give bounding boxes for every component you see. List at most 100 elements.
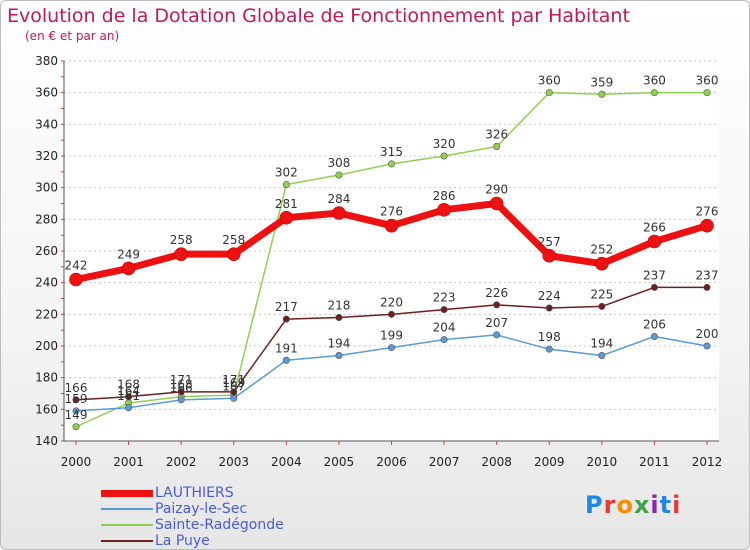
- data-point: [282, 181, 290, 189]
- data-point: [545, 304, 553, 312]
- legend-item: La Puye: [101, 533, 284, 549]
- legend-swatch: [101, 540, 153, 542]
- data-point: [72, 407, 80, 415]
- data-label: 315: [380, 145, 403, 159]
- data-point: [332, 206, 346, 220]
- data-point: [440, 336, 448, 344]
- data-label: 237: [696, 268, 719, 282]
- y-tick-label: 380: [35, 54, 58, 68]
- data-point: [703, 89, 711, 97]
- data-label: 360: [538, 74, 561, 88]
- data-label: 166: [170, 381, 193, 395]
- x-tick-label: 2007: [429, 455, 460, 469]
- data-label: 359: [590, 75, 613, 89]
- data-label: 242: [65, 259, 88, 273]
- data-label: 237: [643, 268, 666, 282]
- x-tick-label: 2011: [639, 455, 670, 469]
- y-tick-label: 340: [35, 117, 58, 131]
- data-label: 286: [433, 189, 456, 203]
- data-point: [230, 388, 238, 396]
- data-label: 166: [65, 381, 88, 395]
- y-tick-label: 320: [35, 149, 58, 163]
- legend-item: Sainte-Radégonde: [101, 517, 284, 533]
- y-tick-label: 240: [35, 276, 58, 290]
- data-label: 249: [117, 247, 140, 261]
- legend-item: LAUTHIERS: [101, 485, 284, 501]
- data-label: 159: [65, 392, 88, 406]
- data-label: 360: [643, 74, 666, 88]
- data-label: 218: [327, 299, 350, 313]
- data-label: 217: [275, 300, 298, 314]
- data-label: 225: [590, 287, 613, 301]
- data-point: [69, 272, 83, 287]
- data-label: 167: [222, 379, 245, 393]
- data-point: [177, 388, 185, 396]
- data-point: [703, 342, 711, 350]
- x-tick-label: 2005: [324, 455, 355, 469]
- data-point: [282, 315, 290, 323]
- x-tick-label: 2009: [534, 455, 565, 469]
- data-point: [647, 234, 662, 249]
- data-label: 360: [696, 74, 719, 88]
- x-tick-label: 2003: [218, 455, 249, 469]
- legend-swatch: [101, 489, 153, 497]
- data-point: [335, 351, 343, 359]
- data-label: 224: [538, 289, 561, 303]
- data-label: 199: [380, 329, 403, 343]
- data-label: 220: [380, 295, 403, 309]
- data-point: [440, 152, 448, 160]
- data-point: [125, 393, 133, 401]
- data-point: [598, 302, 606, 310]
- data-point: [335, 171, 343, 179]
- data-label: 266: [643, 221, 666, 235]
- data-point: [493, 301, 501, 309]
- data-label: 169: [222, 376, 245, 390]
- data-point: [387, 310, 395, 318]
- x-tick-label: 2006: [376, 455, 407, 469]
- data-label: 308: [327, 156, 350, 170]
- y-tick-label: 160: [35, 402, 58, 416]
- data-label: 320: [433, 137, 456, 151]
- data-label: 194: [327, 337, 350, 351]
- y-tick-label: 300: [35, 181, 58, 195]
- proxiti-logo: Proxiti: [585, 491, 682, 519]
- data-label: 161: [117, 389, 140, 403]
- data-label: 200: [696, 327, 719, 341]
- legend-label: Sainte-Radégonde: [155, 517, 284, 533]
- data-label: 198: [538, 330, 561, 344]
- data-point: [493, 143, 501, 151]
- data-label: 276: [380, 205, 403, 219]
- data-label: 168: [170, 378, 193, 392]
- data-label: 168: [117, 378, 140, 392]
- data-label: 290: [485, 183, 508, 197]
- y-tick-label: 200: [35, 339, 58, 353]
- data-label: 194: [590, 337, 613, 351]
- data-point: [703, 283, 711, 291]
- data-label: 276: [696, 205, 719, 219]
- data-point: [437, 203, 451, 217]
- y-tick-label: 360: [35, 86, 58, 100]
- data-point: [700, 218, 714, 233]
- legend-swatch: [101, 524, 153, 526]
- data-point: [650, 332, 658, 340]
- chart-title: Evolution de la Dotation Globale de Fonc…: [7, 5, 630, 27]
- data-label: 257: [538, 235, 561, 249]
- data-point: [545, 89, 553, 97]
- x-tick-label: 2001: [113, 455, 144, 469]
- data-label: 207: [485, 316, 508, 330]
- data-label: 171: [222, 373, 245, 387]
- data-label: 223: [433, 291, 456, 305]
- data-point: [226, 247, 241, 261]
- data-point: [279, 210, 294, 225]
- x-tick-label: 2012: [692, 455, 723, 469]
- data-point: [440, 306, 448, 314]
- series-3: [72, 283, 711, 404]
- data-point: [125, 404, 133, 412]
- data-point: [387, 160, 395, 168]
- x-tick-label: 2008: [481, 455, 512, 469]
- x-tick-label: 2004: [271, 455, 302, 469]
- data-point: [282, 356, 290, 364]
- data-point: [595, 256, 609, 271]
